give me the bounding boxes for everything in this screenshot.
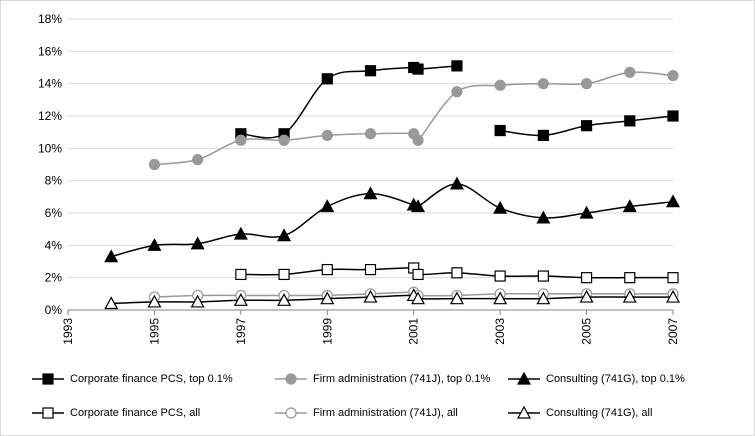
legend-item: Corporate finance PCS, top 0.1% — [32, 373, 233, 385]
point — [411, 291, 426, 305]
point — [667, 110, 679, 122]
point — [148, 158, 161, 171]
y-tick-label: 0% — [45, 303, 63, 317]
point — [449, 176, 464, 190]
point — [285, 373, 297, 385]
point — [235, 268, 247, 281]
point — [451, 60, 463, 72]
y-tick-label: 18% — [38, 12, 62, 26]
y-tick-label: 16% — [38, 44, 62, 58]
legend-label: Firm administration (741J), top 0.1% — [313, 373, 491, 385]
point — [412, 268, 424, 281]
point — [536, 210, 551, 224]
x-tick-label: 1995 — [147, 318, 161, 345]
point — [494, 79, 506, 91]
x-tick-label: 1999 — [320, 318, 334, 345]
legend-item: Consulting (741G), all — [508, 405, 652, 419]
point — [277, 293, 292, 306]
point — [516, 405, 532, 419]
point — [147, 294, 162, 308]
point — [411, 199, 426, 213]
point — [277, 228, 292, 242]
point — [363, 186, 378, 200]
point — [580, 272, 593, 284]
point — [364, 128, 377, 140]
y-tick-label: 2% — [45, 271, 63, 285]
point — [233, 293, 248, 306]
point — [667, 69, 679, 82]
x-tick-label: 1993 — [61, 318, 75, 345]
point — [42, 407, 54, 419]
point — [579, 205, 594, 219]
point — [493, 200, 508, 214]
y-tick-label: 10% — [38, 141, 62, 155]
point — [192, 154, 204, 166]
x-tick-label: 1997 — [234, 318, 248, 345]
point — [493, 291, 508, 305]
point — [278, 134, 290, 146]
point — [233, 226, 248, 240]
point — [536, 291, 551, 305]
point — [537, 129, 549, 141]
point — [624, 115, 636, 127]
legend-label: Corporate finance PCS, top 0.1% — [70, 373, 233, 385]
point — [235, 134, 247, 146]
point — [278, 268, 290, 281]
point — [320, 199, 335, 213]
x-tick-label: 2005 — [580, 318, 594, 345]
y-tick-label: 6% — [45, 206, 63, 220]
point — [665, 289, 681, 303]
point — [321, 73, 333, 85]
x-tick-label: 2003 — [493, 318, 507, 345]
point — [104, 249, 119, 263]
point — [580, 78, 593, 90]
point — [622, 289, 637, 303]
legend-item: Firm administration (741J), top 0.1% — [275, 373, 491, 385]
y-tick-label: 4% — [45, 238, 63, 252]
point — [665, 194, 681, 208]
point — [364, 65, 377, 77]
y-tick-label: 12% — [38, 109, 62, 123]
point — [667, 272, 679, 284]
legend-item: Corporate finance PCS, all — [32, 407, 200, 419]
point — [190, 236, 205, 250]
point — [494, 124, 506, 137]
legend-item: Firm administration (741J), all — [275, 407, 458, 419]
point — [449, 291, 464, 305]
point — [190, 294, 205, 308]
point — [580, 120, 593, 132]
point — [147, 238, 162, 251]
point — [42, 373, 54, 385]
legend-label: Corporate finance PCS, all — [70, 407, 200, 419]
point — [579, 289, 594, 303]
point — [412, 134, 424, 146]
point — [364, 263, 377, 276]
legend-label: Consulting (741G), all — [546, 407, 652, 419]
point — [624, 66, 636, 78]
point — [451, 267, 463, 279]
y-tick-label: 8% — [45, 174, 63, 188]
point — [285, 407, 297, 419]
legend-label: Consulting (741G), top 0.1% — [546, 373, 685, 385]
point — [320, 291, 335, 305]
point — [624, 272, 636, 284]
x-tick-label: 2007 — [666, 318, 680, 345]
point — [412, 63, 424, 75]
point — [363, 289, 378, 303]
point — [537, 270, 549, 282]
point — [537, 78, 549, 90]
legend-label: Firm administration (741J), all — [313, 407, 458, 419]
x-tick-label: 2001 — [407, 318, 421, 345]
point — [494, 270, 506, 282]
legend-item: Consulting (741G), top 0.1% — [508, 371, 685, 385]
point — [104, 296, 119, 310]
point — [321, 263, 333, 276]
y-tick-label: 14% — [38, 77, 62, 91]
point — [516, 371, 532, 385]
point — [451, 86, 463, 98]
point — [321, 129, 333, 141]
point — [622, 199, 637, 213]
